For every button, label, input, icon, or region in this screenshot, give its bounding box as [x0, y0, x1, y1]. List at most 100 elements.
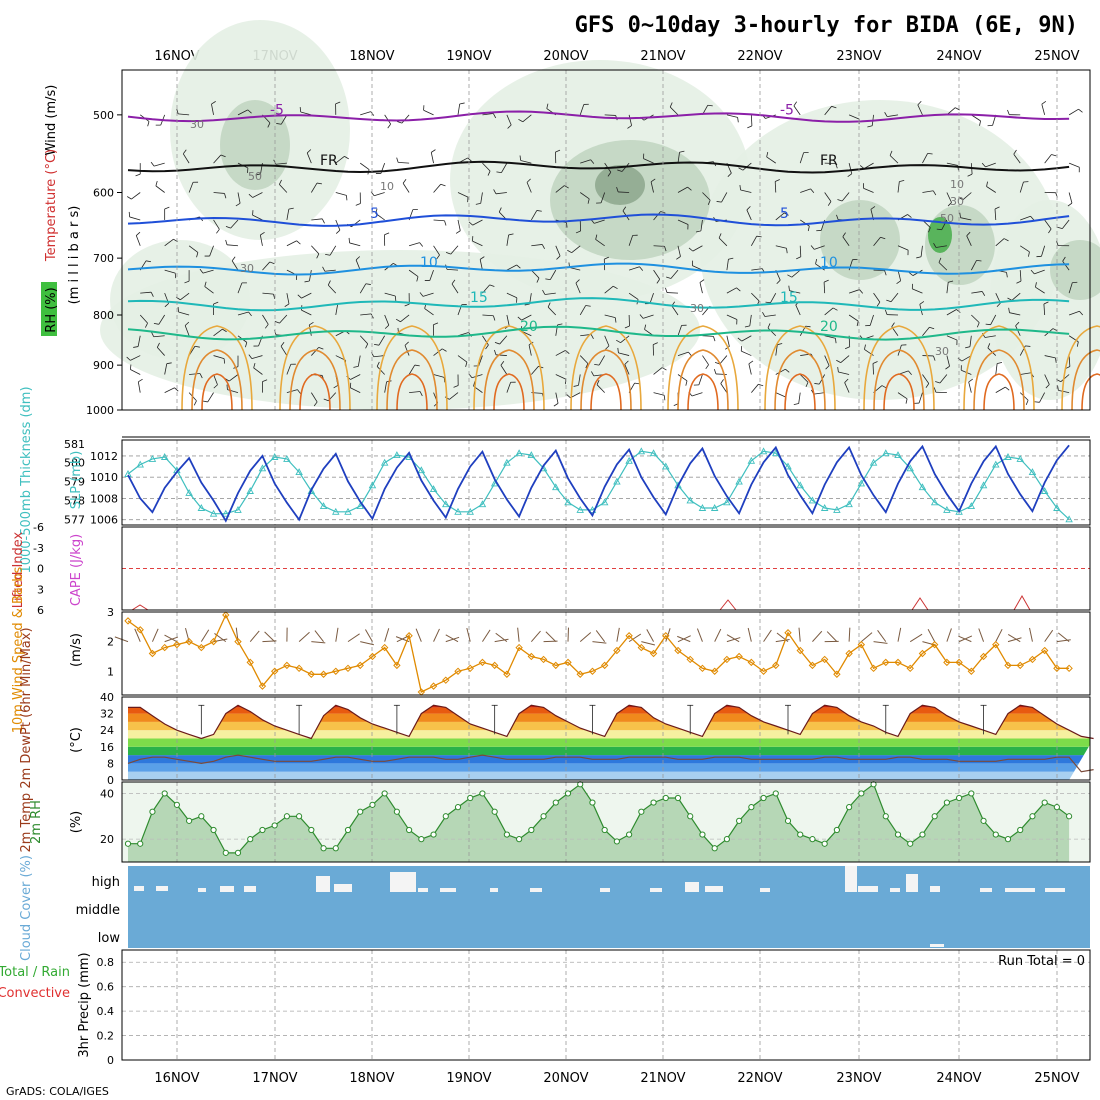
- wind-barb: [335, 156, 349, 164]
- temp-line: [128, 704, 1094, 740]
- wind-barb: [653, 392, 666, 401]
- wind-barb-feather: [859, 289, 864, 294]
- wind-speed-point: [820, 655, 829, 664]
- wind-barb-shaft: [213, 374, 218, 385]
- wind-barb: [384, 314, 390, 329]
- thickness-point: [710, 504, 719, 511]
- wind-speed-point: [380, 643, 389, 652]
- wind-barb: [1057, 219, 1070, 230]
- surface-wind-barb: [1044, 629, 1054, 642]
- wind-barb-shaft: [815, 263, 825, 271]
- wind-barb-shaft: [433, 374, 445, 378]
- wind-barb-shaft: [408, 364, 416, 375]
- stability-tick-label: -6: [33, 521, 44, 534]
- wind-barb: [1034, 392, 1046, 403]
- surface-wind-barb: [826, 631, 838, 642]
- rh2m-point: [1066, 813, 1073, 820]
- wind-barb: [579, 192, 590, 204]
- wind-barb: [184, 270, 190, 284]
- wind-barb: [286, 240, 301, 247]
- rh2m-point: [858, 790, 865, 797]
- wind-barb: [139, 314, 148, 328]
- thickness-point: [1065, 515, 1073, 523]
- wind-barb-shaft: [1013, 153, 1021, 164]
- wind-barb: [494, 335, 508, 345]
- wind-barb-shaft: [279, 314, 288, 324]
- wind-barb: [837, 192, 850, 202]
- wind-barb-feather: [516, 264, 521, 269]
- wind-barb-feather: [796, 256, 801, 260]
- thickness-point: [1053, 504, 1061, 511]
- wind-barb-feather: [775, 179, 780, 182]
- wind-barb: [355, 256, 361, 271]
- slp-tick-label: 1008: [90, 492, 118, 505]
- wind-barb: [639, 314, 654, 319]
- wind-barb-shaft: [153, 162, 165, 167]
- wind-barb-feather: [1076, 341, 1079, 347]
- wind-barb-feather: [810, 188, 815, 193]
- wind-barb-shaft: [799, 219, 810, 227]
- wind-barb-shaft: [702, 335, 714, 337]
- rh2m-point: [601, 826, 608, 834]
- wind-barb: [624, 314, 630, 329]
- cloud-cover-fill: [128, 866, 1090, 948]
- wind-barb-feather: [465, 361, 468, 367]
- wind-barb: [677, 186, 692, 193]
- wind-barb-shaft: [922, 326, 930, 337]
- wind-barb: [493, 189, 507, 195]
- wind-barb-shaft: [969, 335, 972, 347]
- wind-speed-point: [955, 658, 963, 667]
- wind-barb: [542, 289, 556, 295]
- rh2m-point: [516, 836, 523, 843]
- bottom-date-labels: 16NOV 17NOV 18NOV 19NOV 20NOV 21NOV 22NOV 23NOV…: [154, 1071, 1079, 1086]
- wind-barb-feather: [419, 242, 424, 247]
- wind-barb-feather: [905, 398, 908, 404]
- top-date-label: 16NOV: [154, 49, 199, 64]
- wind-barb-feather: [567, 249, 572, 254]
- wind-barb-shaft: [433, 183, 442, 193]
- wind-barb-feather: [553, 403, 559, 407]
- top-date-label: 19NOV: [446, 49, 491, 64]
- surface-wind-barb: [298, 631, 310, 643]
- wind-barb-feather: [494, 349, 497, 355]
- rh-contour-label: 30: [240, 262, 254, 275]
- wind-barb-feather: [355, 256, 361, 261]
- surface-wind-barb: [164, 636, 179, 643]
- wind-barb-feather: [997, 361, 1003, 364]
- wind-barb-feather: [594, 363, 600, 366]
- wind-barb: [482, 113, 497, 119]
- wind-barb: [1043, 301, 1049, 316]
- wind-barb-feather: [1034, 401, 1040, 403]
- cape-spike: [131, 604, 149, 611]
- wind-speed-point: [197, 643, 206, 652]
- thickness-point: [698, 504, 707, 511]
- wind-barb-feather: [834, 338, 837, 344]
- wind-barb-shaft: [457, 219, 461, 231]
- wind-barb-shaft: [237, 192, 241, 204]
- rh2m-point: [124, 840, 132, 847]
- wind-barb-shaft: [350, 387, 361, 393]
- wind-barb-feather: [1030, 269, 1035, 275]
- wind-barb-shaft: [726, 259, 729, 271]
- wind-barb-feather: [151, 332, 155, 337]
- wind-speed-point: [918, 649, 927, 658]
- wind-barb-shaft: [202, 269, 214, 274]
- cloud-gap: [685, 882, 699, 892]
- wind-barb-shaft: [131, 192, 141, 200]
- wind-barb-shaft: [642, 314, 654, 319]
- cloud-gap: [890, 888, 900, 892]
- wind-barb-feather: [479, 256, 485, 260]
- wind-barb: [922, 153, 933, 164]
- wind-speed-point: [882, 658, 890, 667]
- wind-barb-shaft: [522, 114, 532, 123]
- isotherm-label: -5: [270, 103, 284, 119]
- wind-barb: [1013, 149, 1021, 164]
- wind-barb: [327, 280, 337, 294]
- wind-barb: [580, 159, 595, 164]
- wind-barb: [482, 284, 495, 294]
- wind-barb-feather: [276, 123, 282, 125]
- wind-barb-shaft: [506, 382, 512, 393]
- wind-barb-shaft: [653, 367, 663, 375]
- wind-barb-shaft: [1060, 374, 1070, 383]
- wind-barb: [128, 211, 141, 221]
